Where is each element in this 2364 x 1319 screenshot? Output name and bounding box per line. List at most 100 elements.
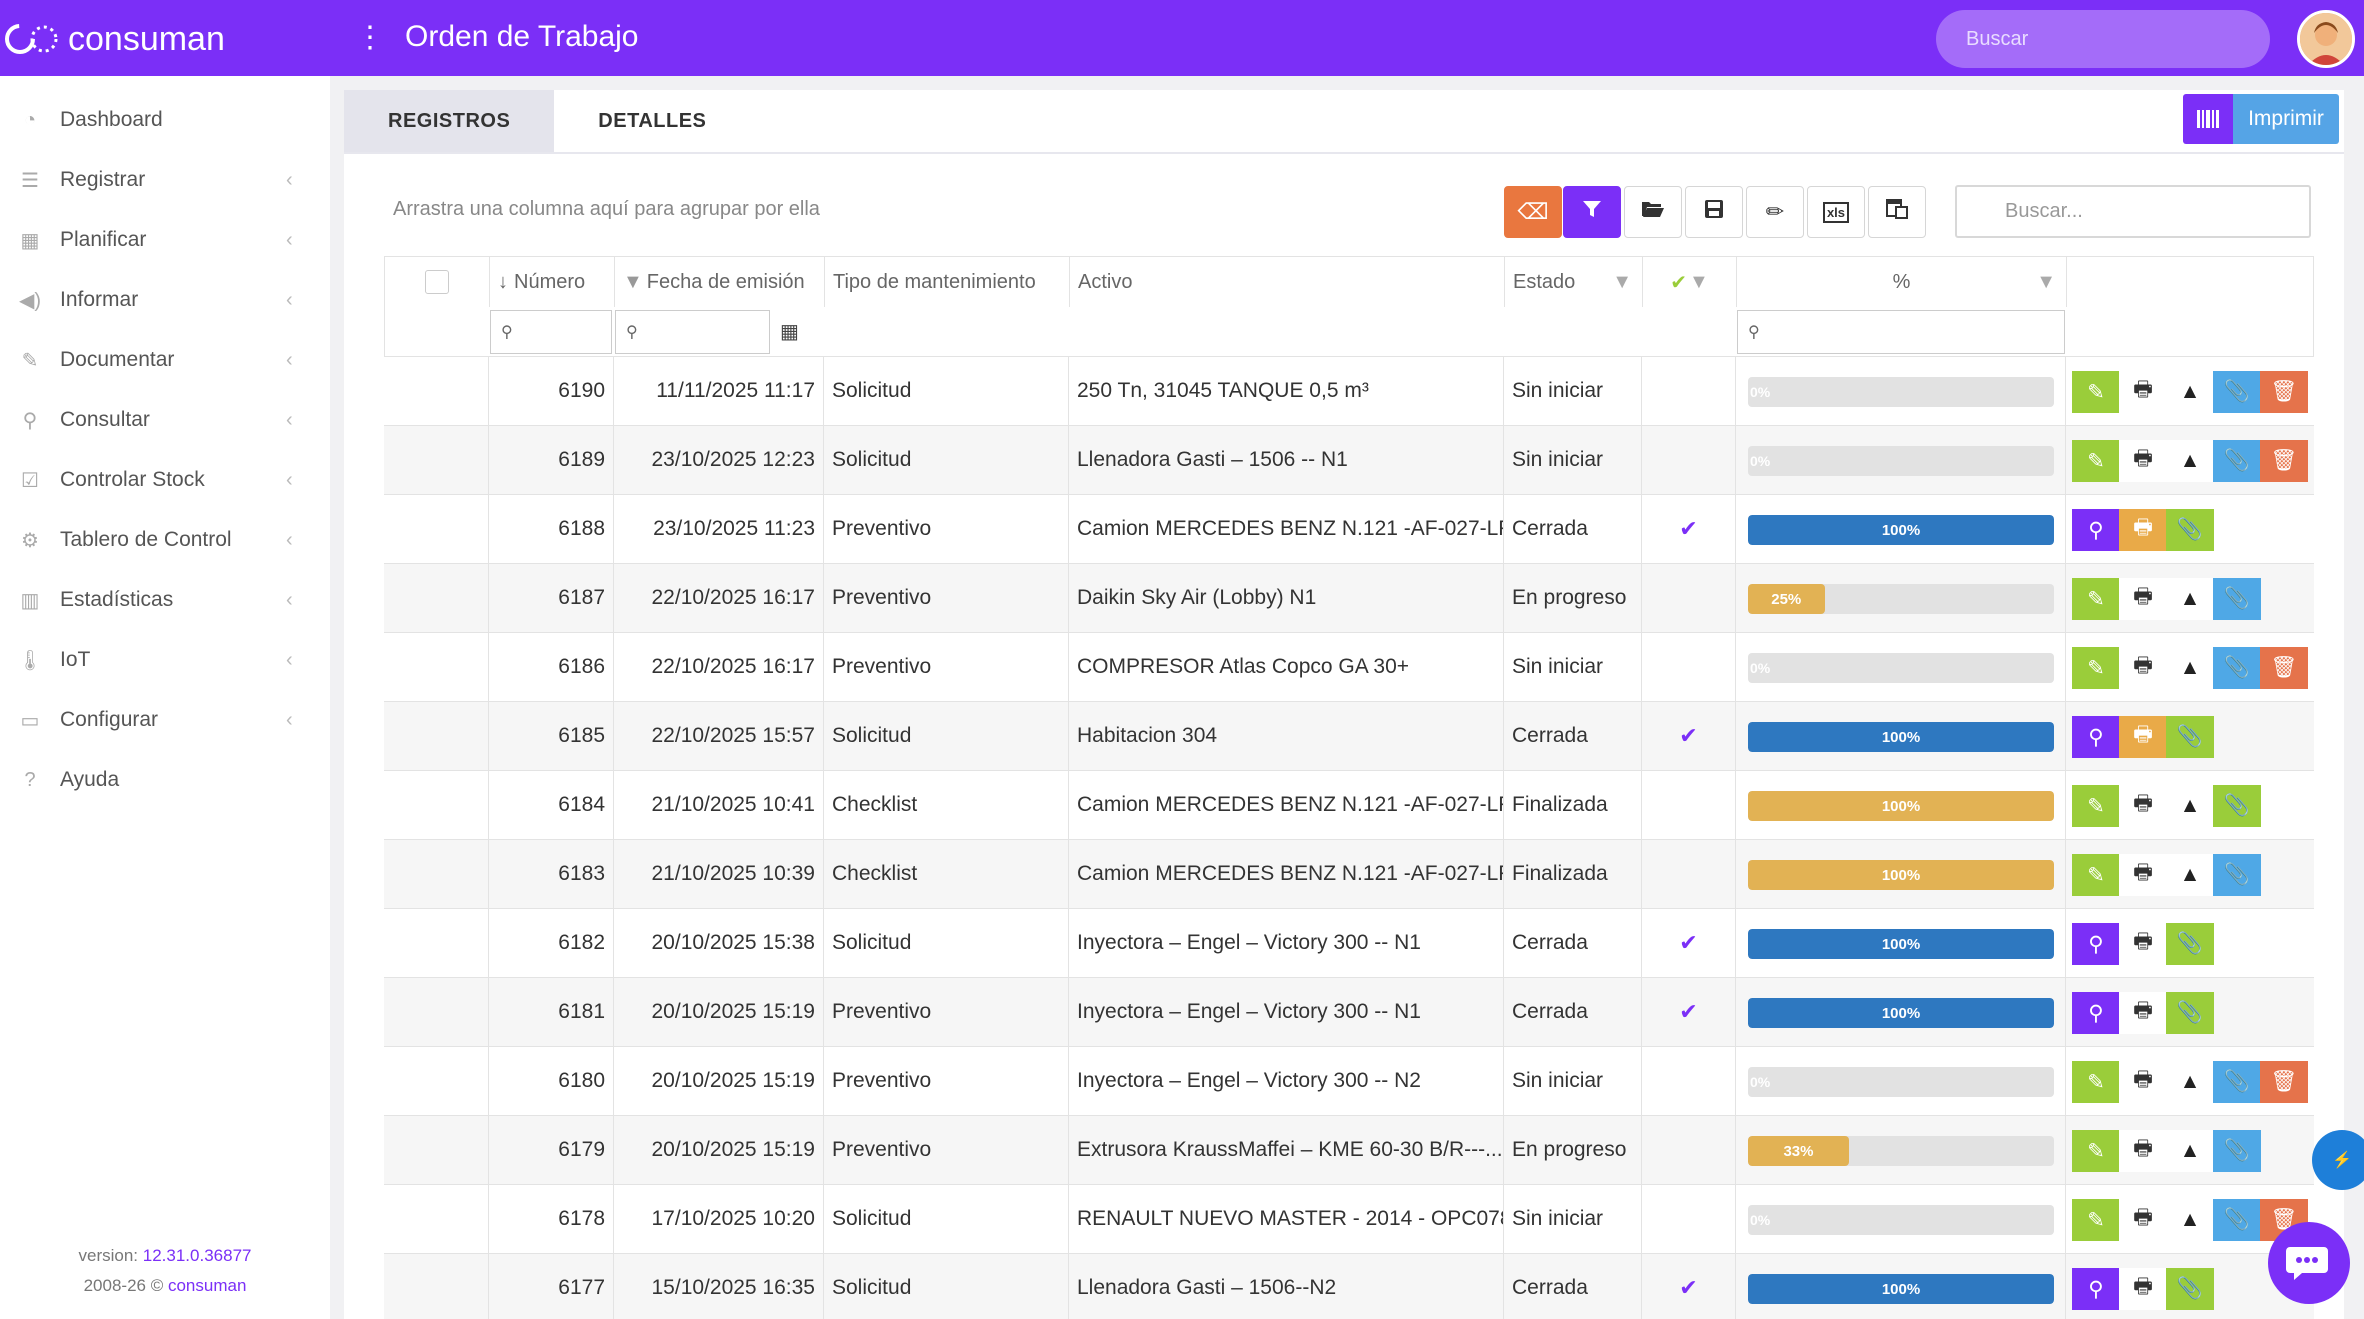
sidebar-item-registrar[interactable]: ☰ Registrar ‹ [0, 150, 330, 210]
warning-row-button[interactable]: ▲ [2166, 854, 2214, 896]
col-check[interactable]: ✔ ▼ [1643, 257, 1737, 307]
edit-row-button[interactable]: ✎ [2072, 785, 2120, 827]
row-select-cell[interactable] [384, 978, 489, 1046]
table-row[interactable]: 6187 22/10/2025 16:17 Preventivo Daikin Sky… [384, 564, 2314, 633]
table-row[interactable]: 6183 21/10/2025 10:39 Checklist Camion MERC… [384, 840, 2314, 909]
row-select-cell[interactable] [384, 357, 489, 425]
col-tipo[interactable]: Tipo de mantenimiento [825, 257, 1070, 307]
print-row-button[interactable]: 🖶 [2119, 854, 2167, 896]
edit-row-button[interactable]: ✎ [2072, 647, 2120, 689]
edit-row-button[interactable]: ✎ [2072, 854, 2120, 896]
row-select-cell[interactable] [384, 564, 489, 632]
table-row[interactable]: 6180 20/10/2025 15:19 Preventivo Inyectora … [384, 1047, 2314, 1116]
row-select-cell[interactable] [384, 1185, 489, 1253]
row-select-cell[interactable] [384, 1116, 489, 1184]
version-link[interactable]: 12.31.0.36877 [142, 1246, 252, 1265]
warning-row-button[interactable]: ▲ [2166, 371, 2214, 413]
table-row[interactable]: 6178 17/10/2025 10:20 Solicitud RENAULT NUE… [384, 1185, 2314, 1254]
global-search-input[interactable] [1936, 10, 2270, 68]
attach-row-button[interactable]: 📎 [2213, 1199, 2261, 1241]
col-activo[interactable]: Activo [1070, 257, 1505, 307]
print-row-button[interactable]: 🖶 [2119, 1268, 2167, 1310]
row-select-cell[interactable] [384, 1254, 489, 1319]
select-all-checkbox[interactable] [425, 270, 449, 294]
grid-search-input[interactable] [1955, 185, 2311, 238]
edit-row-button[interactable]: ✎ [2072, 440, 2120, 482]
tab-detalles[interactable]: DETALLES [598, 109, 707, 132]
sidebar-item-tablero-de-control[interactable]: ⚙ Tablero de Control ‹ [0, 510, 330, 570]
attach-row-button[interactable]: 📎 [2213, 440, 2261, 482]
save-button[interactable] [1685, 186, 1743, 238]
attach-row-button[interactable]: 📎 [2213, 371, 2261, 413]
attach-row-button[interactable]: 📎 [2213, 647, 2261, 689]
chat-button[interactable] [2268, 1222, 2350, 1304]
sidebar-item-planificar[interactable]: ▦ Planificar ‹ [0, 210, 330, 270]
attach-row-button[interactable]: 📎 [2166, 923, 2214, 965]
col-fecha[interactable]: ▼ Fecha de emisión [615, 257, 825, 307]
delete-row-button[interactable]: 🗑 [2260, 371, 2308, 413]
view-row-button[interactable]: ⚲ [2072, 509, 2120, 551]
filter-button[interactable] [1563, 186, 1621, 238]
print-row-button[interactable]: 🖶 [2119, 923, 2167, 965]
attach-row-button[interactable]: 📎 [2213, 854, 2261, 896]
col-pct[interactable]: % ▼ [1737, 257, 2067, 307]
attach-row-button[interactable]: 📎 [2213, 578, 2261, 620]
sidebar-item-documentar[interactable]: ✎ Documentar ‹ [0, 330, 330, 390]
table-row[interactable]: 6182 20/10/2025 15:38 Solicitud Inyectora –… [384, 909, 2314, 978]
table-row[interactable]: 6181 20/10/2025 15:19 Preventivo Inyectora … [384, 978, 2314, 1047]
row-select-cell[interactable] [384, 426, 489, 494]
sidebar-item-informar[interactable]: ◀) Informar ‹ [0, 270, 330, 330]
edit-row-button[interactable]: ✎ [2072, 371, 2120, 413]
table-row[interactable]: 6189 23/10/2025 12:23 Solicitud Llenadora G… [384, 426, 2314, 495]
delete-row-button[interactable]: 🗑 [2260, 1061, 2308, 1103]
delete-row-button[interactable]: 🗑 [2260, 440, 2308, 482]
sidebar-item-controlar-stock[interactable]: ☑ Controlar Stock ‹ [0, 450, 330, 510]
calendar-icon[interactable]: ▦ [780, 321, 799, 343]
col-numero[interactable]: ↓ Número [490, 257, 615, 307]
edit-row-button[interactable]: ✎ [2072, 578, 2120, 620]
sidebar-item-iot[interactable]: 🌡︎ IoT ‹ [0, 630, 330, 690]
view-row-button[interactable]: ⚲ [2072, 992, 2120, 1034]
table-row[interactable]: 6188 23/10/2025 11:23 Preventivo Camion MER… [384, 495, 2314, 564]
delete-row-button[interactable]: 🗑 [2260, 647, 2308, 689]
print-row-button[interactable]: 🖶 [2119, 1130, 2167, 1172]
sidebar-item-configurar[interactable]: ▭ Configurar ‹ [0, 690, 330, 750]
open-folder-button[interactable] [1624, 186, 1682, 238]
row-select-cell[interactable] [384, 1047, 489, 1115]
warning-row-button[interactable]: ▲ [2166, 785, 2214, 827]
attach-row-button[interactable]: 📎 [2166, 992, 2214, 1034]
sidebar-item-dashboard[interactable]: ◔ Dashboard [0, 90, 330, 150]
row-select-cell[interactable] [384, 495, 489, 563]
quick-action-button[interactable]: ⚡ [2312, 1130, 2364, 1190]
edit-row-button[interactable]: ✎ [2072, 1061, 2120, 1103]
table-row[interactable]: 6177 15/10/2025 16:35 Solicitud Llenadora G… [384, 1254, 2314, 1319]
warning-row-button[interactable]: ▲ [2166, 1199, 2214, 1241]
attach-row-button[interactable]: 📎 [2213, 1130, 2261, 1172]
attach-row-button[interactable]: 📎 [2166, 1268, 2214, 1310]
row-select-cell[interactable] [384, 840, 489, 908]
filter-numero-input[interactable]: ⚲ [490, 310, 612, 354]
print-row-button[interactable]: 🖶 [2119, 716, 2167, 758]
table-row[interactable]: 6185 22/10/2025 15:57 Solicitud Habitacion … [384, 702, 2314, 771]
filter-icon[interactable]: ▼ [1612, 270, 1632, 293]
print-button[interactable]: Imprimir [2183, 94, 2339, 144]
export-excel-button[interactable]: xls [1807, 186, 1865, 238]
table-row[interactable]: 6184 21/10/2025 10:41 Checklist Camion MERC… [384, 771, 2314, 840]
menu-kebab-icon[interactable]: ⋮ [355, 21, 385, 54]
attach-row-button[interactable]: 📎 [2213, 1061, 2261, 1103]
copyright-link[interactable]: consuman [167, 1276, 247, 1295]
filter-pct-input[interactable]: ⚲ [1737, 310, 2065, 354]
print-row-button[interactable]: 🖶 [2119, 992, 2167, 1034]
print-row-button[interactable]: 🖶 [2119, 440, 2167, 482]
print-row-button[interactable]: 🖶 [2119, 785, 2167, 827]
warning-row-button[interactable]: ▲ [2166, 1061, 2214, 1103]
clear-filters-button[interactable]: ⌫ [1504, 186, 1562, 238]
col-estado[interactable]: Estado ▼ [1505, 257, 1643, 307]
print-row-button[interactable]: 🖶 [2119, 647, 2167, 689]
print-row-button[interactable]: 🖶 [2119, 578, 2167, 620]
warning-row-button[interactable]: ▲ [2166, 440, 2214, 482]
row-select-cell[interactable] [384, 633, 489, 701]
warning-row-button[interactable]: ▲ [2166, 647, 2214, 689]
table-row[interactable]: 6179 20/10/2025 15:19 Preventivo Extrusora … [384, 1116, 2314, 1185]
table-row[interactable]: 6186 22/10/2025 16:17 Preventivo COMPRESOR … [384, 633, 2314, 702]
